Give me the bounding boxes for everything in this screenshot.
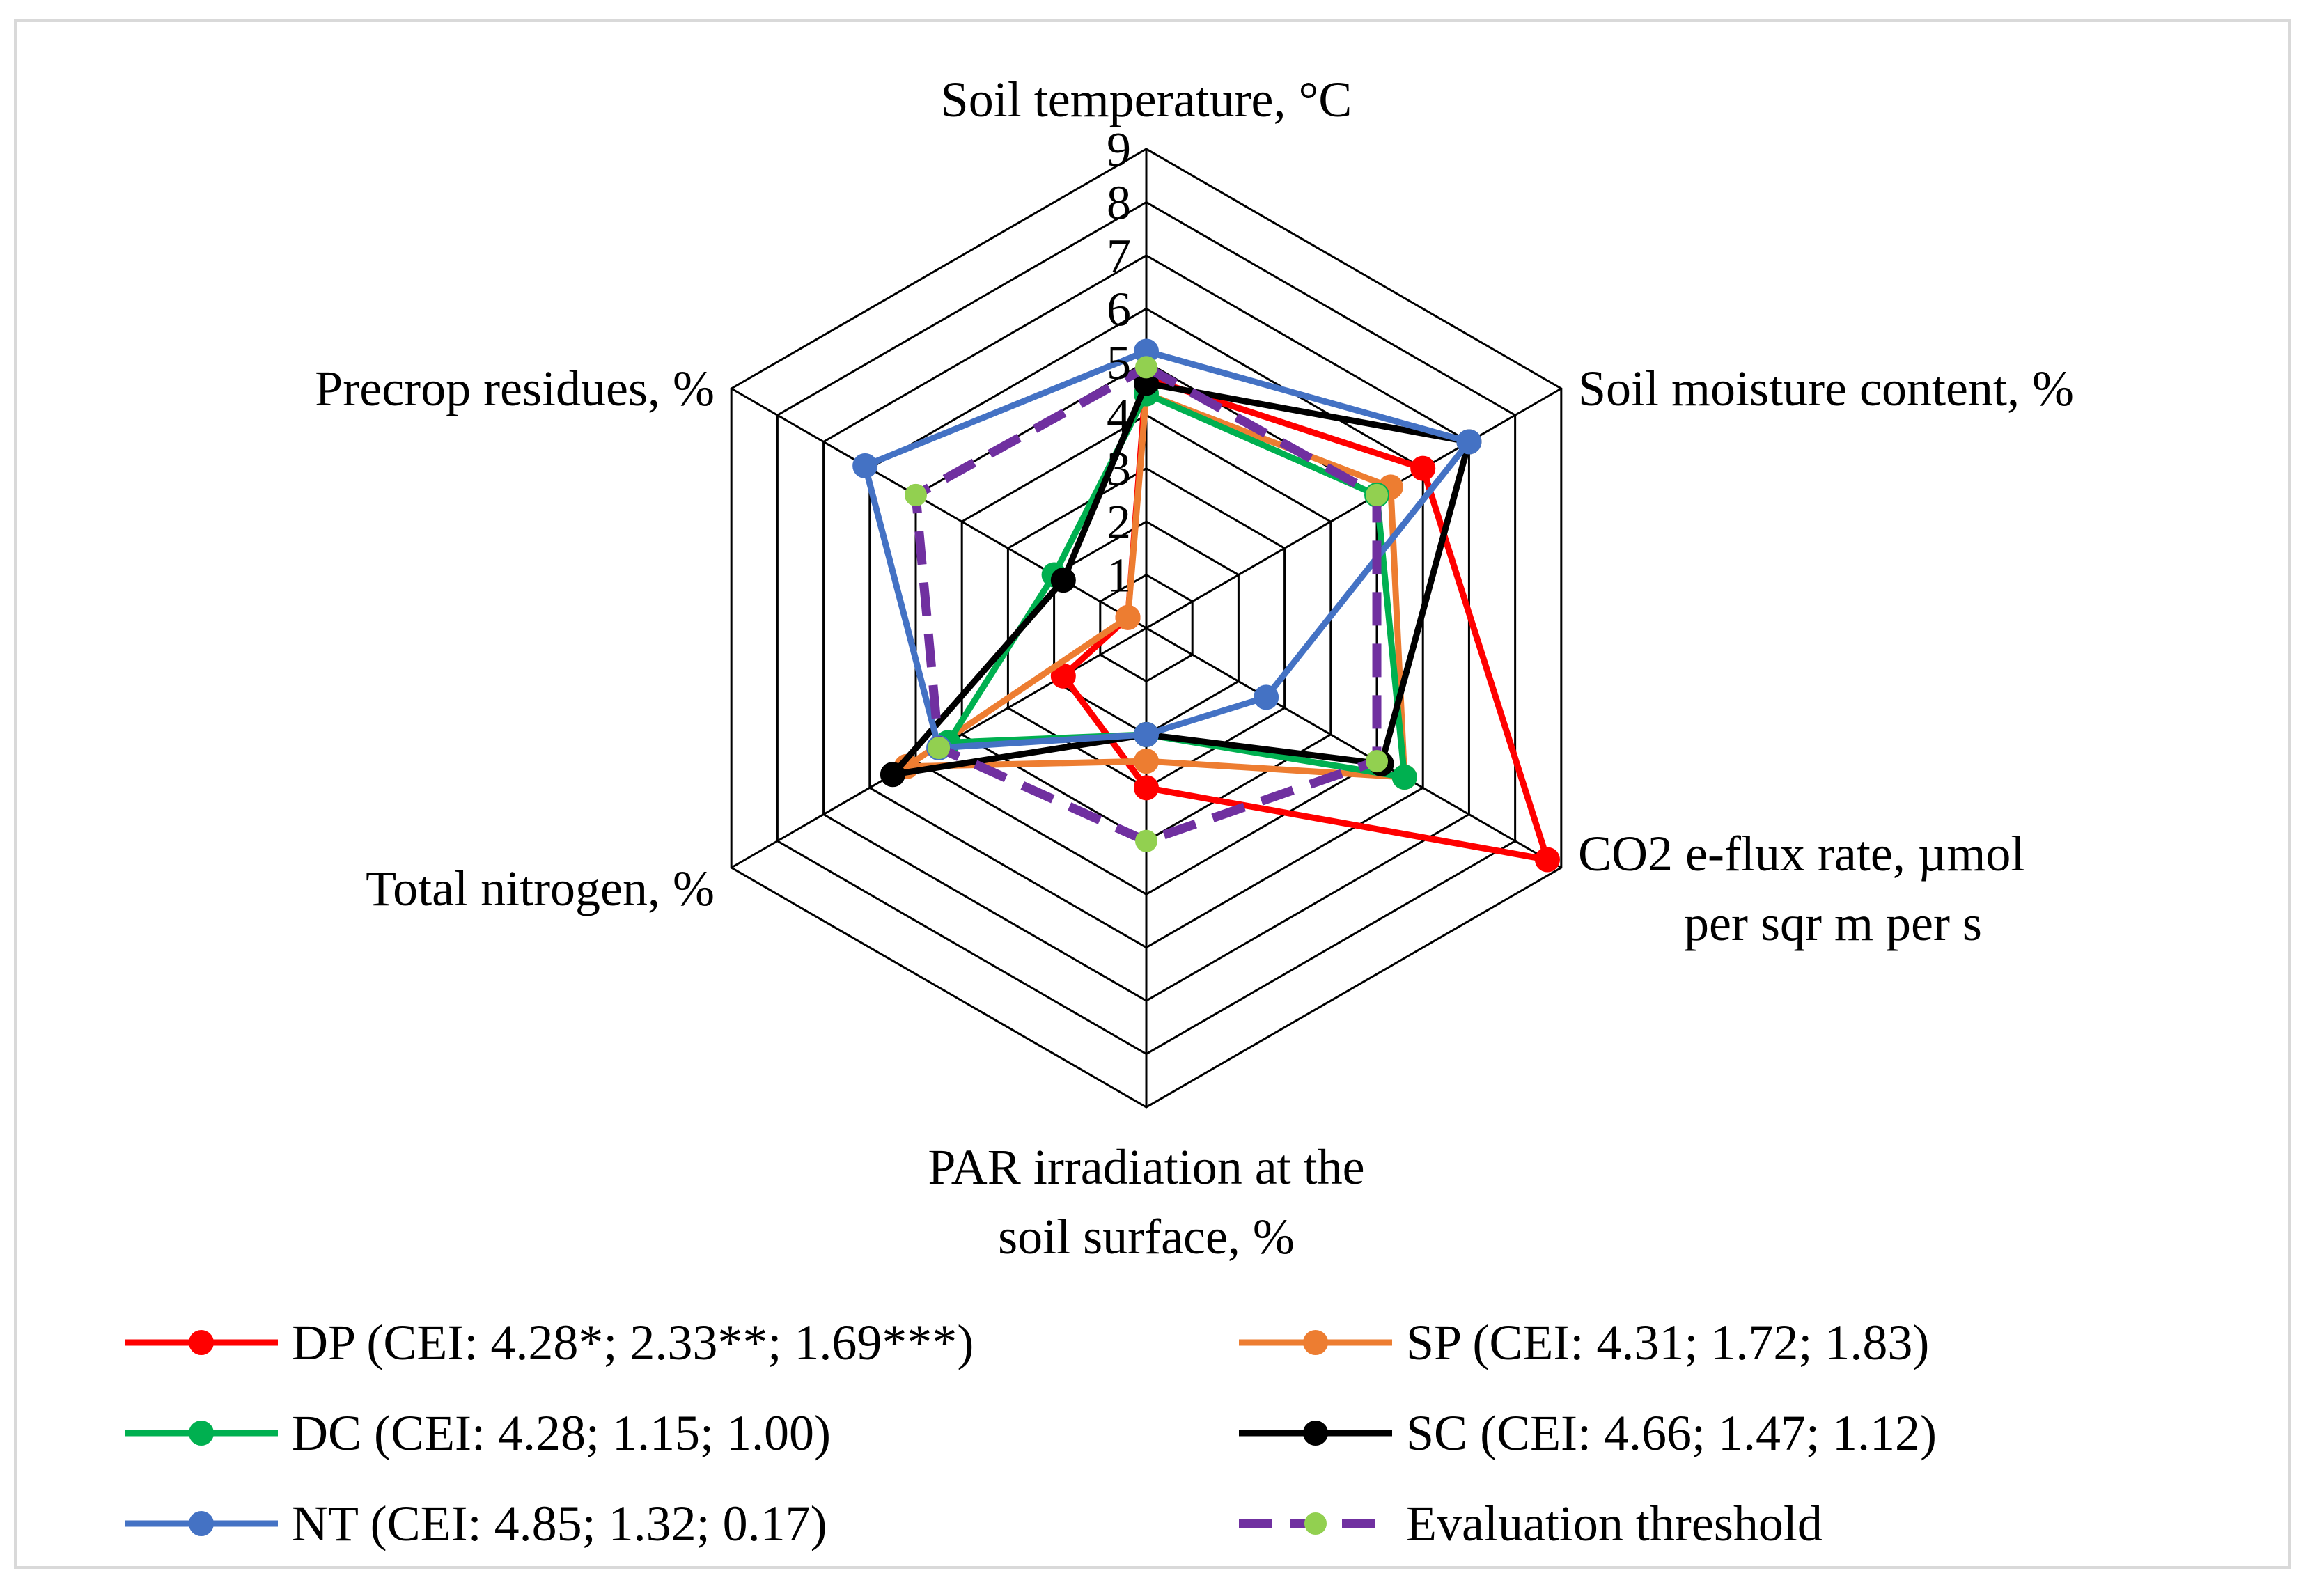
- legend-label: SP (CEI: 4.31; 1.72; 1.83): [1406, 1315, 1929, 1370]
- axis-label-1: Soil temperature, °C: [941, 72, 1352, 127]
- legend-item-6: Evaluation threshold: [1239, 1496, 1823, 1551]
- legend-item-2: SP (CEI: 4.31; 1.72; 1.83): [1239, 1315, 1929, 1370]
- axis-label-3-line-2: per sqr m per s: [1684, 895, 1982, 951]
- legend-marker: [189, 1330, 214, 1355]
- legend-marker: [1304, 1512, 1327, 1535]
- legend: DP (CEI: 4.28*; 2.33**; 1.69***) SP (CEI:…: [125, 1315, 1937, 1551]
- legend-item-5: NT (CEI: 4.85; 1.32; 0.17): [125, 1496, 827, 1551]
- tick-label-4: 4: [1107, 389, 1131, 443]
- radar-series: [852, 338, 1560, 873]
- data-point: [928, 737, 951, 759]
- series-evaluation-5: [904, 356, 1389, 852]
- tick-label-7: 7: [1107, 230, 1131, 283]
- tick-label-3: 3: [1107, 443, 1131, 496]
- radar-spokes: [731, 149, 1562, 1107]
- data-point: [880, 762, 905, 788]
- data-point: [1254, 684, 1279, 710]
- legend-marker: [189, 1421, 214, 1446]
- legend-item-4: SC (CEI: 4.66; 1.47; 1.12): [1239, 1405, 1937, 1461]
- data-point: [1366, 750, 1389, 773]
- data-point: [1134, 721, 1159, 747]
- tick-label-5: 5: [1107, 336, 1131, 390]
- legend-label: DP (CEI: 4.28*; 2.33**; 1.69***): [292, 1315, 974, 1370]
- tick-label-6: 6: [1107, 283, 1131, 336]
- tick-label-9: 9: [1107, 123, 1131, 177]
- data-point: [1534, 847, 1560, 873]
- legend-label: DC (CEI: 4.28; 1.15; 1.00): [292, 1405, 831, 1461]
- axis-label-4-line-1: PAR irradiation at the: [928, 1139, 1364, 1195]
- spoke-2: [1146, 387, 1562, 629]
- axis-labels: Soil temperature, °C Soil moisture conten…: [315, 72, 2074, 1265]
- data-point: [1050, 568, 1076, 593]
- data-point: [904, 483, 927, 506]
- axis-label-4-line-2: soil surface, %: [998, 1209, 1295, 1265]
- data-point: [1135, 829, 1157, 852]
- tick-label-2: 2: [1107, 496, 1131, 549]
- axis-label-2: Soil moisture content, %: [1578, 361, 2074, 416]
- data-point: [1391, 765, 1417, 790]
- data-point: [1135, 356, 1157, 379]
- data-point: [1410, 455, 1436, 481]
- axis-label-3-line-1: CO2 e-flux rate, µmol: [1578, 826, 2024, 882]
- legend-label: SC (CEI: 4.66; 1.47; 1.12): [1406, 1405, 1937, 1461]
- data-point: [1134, 775, 1159, 801]
- legend-marker: [1303, 1421, 1328, 1446]
- legend-marker: [1303, 1330, 1328, 1355]
- spoke-3: [1146, 627, 1562, 869]
- axis-label-5: Total nitrogen, %: [366, 861, 715, 916]
- spoke-6: [731, 387, 1147, 629]
- tick-label-8: 8: [1107, 176, 1131, 230]
- series-line: [944, 391, 1408, 781]
- legend-marker: [189, 1511, 214, 1536]
- legend-item-1: DP (CEI: 4.28*; 2.33**; 1.69***): [125, 1315, 974, 1370]
- data-point: [1115, 604, 1141, 630]
- legend-label: NT (CEI: 4.85; 1.32; 0.17): [292, 1496, 827, 1551]
- legend-label: Evaluation threshold: [1406, 1496, 1823, 1551]
- tick-label-1: 1: [1107, 549, 1131, 603]
- data-point: [1456, 429, 1482, 455]
- legend-item-3: DC (CEI: 4.28; 1.15; 1.00): [125, 1405, 831, 1461]
- data-point: [852, 453, 878, 478]
- axis-label-6: Precrop residues, %: [315, 361, 715, 416]
- data-point: [1134, 749, 1159, 774]
- data-point: [1366, 483, 1389, 506]
